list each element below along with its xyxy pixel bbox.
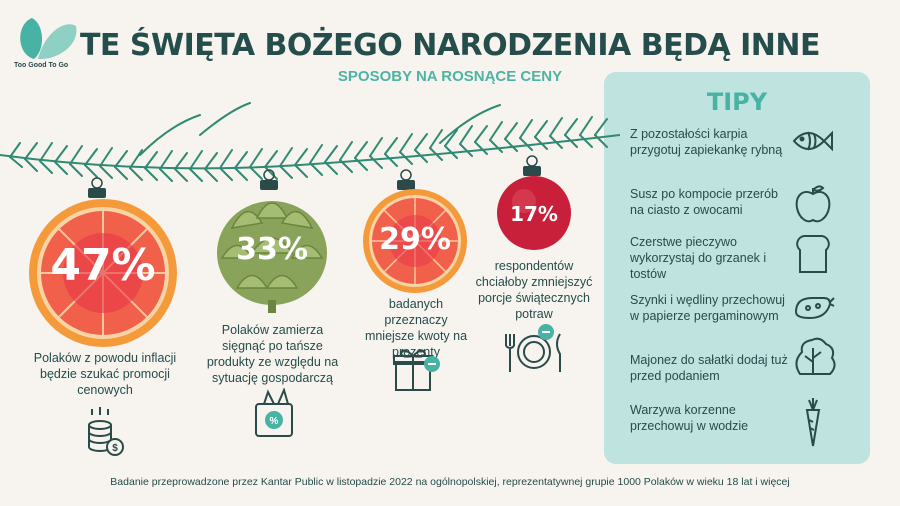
carrot-icon — [805, 398, 821, 447]
ornament-cap — [397, 180, 415, 190]
footer-note: Badanie przeprowadzone przez Kantar Publ… — [110, 476, 790, 488]
ornament-cap — [88, 188, 106, 198]
ornament-cap — [260, 180, 278, 190]
tips-title: TIPY — [706, 88, 768, 116]
stat-text: respondentów chciałoby zmniejszyć porcje… — [475, 259, 593, 321]
sausage-icon — [794, 297, 835, 320]
logo-icon — [20, 18, 77, 60]
logo-text: Too Good To Go — [14, 62, 69, 69]
tip-item: Czerstwe pieczywo wykorzystaj do grzanek… — [630, 235, 767, 281]
ornament-cap — [523, 166, 541, 176]
stat-percent: 33% — [236, 232, 308, 267]
tip-item: Susz po kompocie przerób na ciasto z owo… — [630, 187, 778, 217]
shopping-bag-icon: % — [255, 388, 293, 437]
lettuce-icon — [795, 337, 836, 375]
tip-item: Szynki i wędliny przechowuj w papierze p… — [630, 293, 785, 323]
stat-text: Polaków zamierza sięgnąć po tańsze produ… — [206, 323, 339, 385]
bread-icon — [796, 235, 830, 273]
page-subtitle: SPOSOBY NA ROSNĄCE CENY — [337, 68, 563, 85]
stat-percent: 29% — [379, 222, 451, 257]
apple-icon — [795, 185, 831, 223]
gift-icon — [393, 349, 440, 391]
tip-item: Z pozostałości karpia przygotuj zapiekan… — [630, 127, 783, 157]
pine-garland — [0, 102, 620, 189]
coins-icon: $ — [88, 407, 124, 456]
stat-percent: 17% — [510, 202, 558, 226]
page-title: TE ŚWIĘTA BOŻEGO NARODZENIA BĘDĄ INNE — [79, 28, 821, 63]
bauble-ornament — [497, 176, 571, 250]
artichoke-ornament — [217, 201, 327, 313]
tip-item: Warzywa korzenne przechowuj w wodzie — [630, 403, 749, 433]
tip-item: Majonez do sałatki dodaj tuż przed podan… — [630, 353, 788, 383]
svg-text:$: $ — [112, 443, 118, 454]
orange-slice-ornament — [363, 189, 467, 293]
fish-icon — [792, 130, 833, 152]
stat-percent: 47% — [50, 240, 156, 291]
orange-slice-ornament — [29, 199, 177, 347]
svg-text:%: % — [270, 416, 279, 427]
stat-text: Polaków z powodu inflacji będzie szukać … — [33, 351, 177, 397]
plate-cutlery-icon — [505, 324, 561, 372]
